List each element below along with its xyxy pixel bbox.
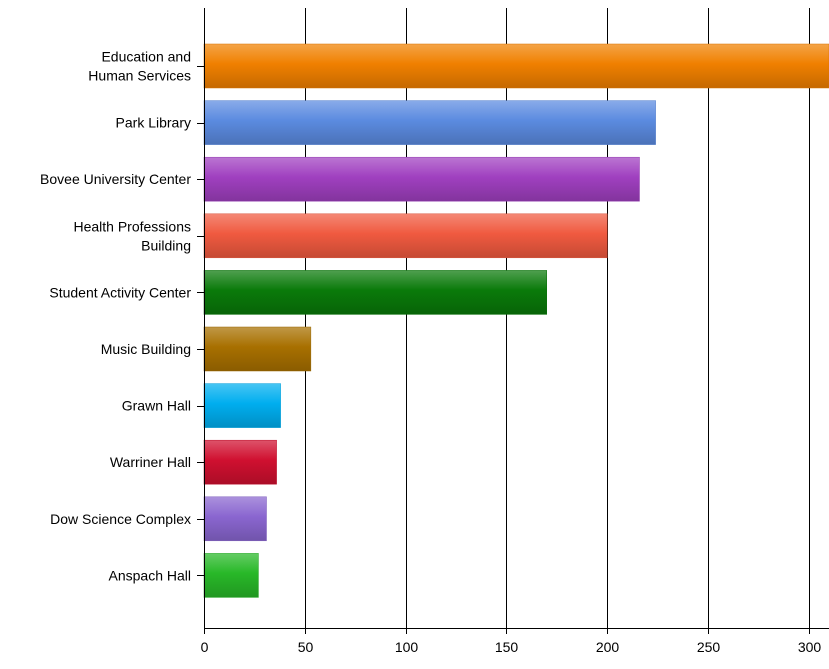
category-label-line: Music Building [101, 341, 191, 357]
category-label: Education and Human Services [88, 49, 191, 84]
category-labels: Education and Human Services Park Library B… [40, 49, 191, 584]
category-label: Warriner Hall [110, 454, 191, 470]
x-tick-labels: 0 50 100 150 200 250 300 [201, 639, 822, 655]
category-label-line: Dow Science Complex [50, 511, 191, 527]
category-label-line: Education and [101, 49, 191, 65]
category-label-line: Health Professions [73, 218, 191, 234]
bar[interactable] [203, 383, 281, 428]
category-label: Anspach Hall [109, 567, 192, 583]
bar[interactable] [203, 156, 640, 202]
x-tick-label: 0 [201, 639, 209, 655]
bar[interactable] [203, 496, 267, 542]
bar[interactable] [203, 270, 547, 315]
bar[interactable] [203, 100, 656, 145]
bar[interactable] [203, 439, 277, 485]
x-tick-label: 250 [697, 639, 721, 655]
category-label: Dow Science Complex [50, 511, 191, 527]
bar[interactable] [203, 553, 259, 598]
x-tick-label: 200 [596, 639, 620, 655]
axes [197, 8, 829, 634]
x-tick-label: 50 [298, 639, 314, 655]
category-label-line: Human Services [88, 68, 191, 84]
bar[interactable] [203, 213, 608, 259]
category-label-line: Grawn Hall [122, 398, 191, 414]
x-tick-label: 100 [395, 639, 419, 655]
category-label-line: Anspach Hall [109, 567, 192, 583]
x-tick-label: 300 [798, 639, 822, 655]
category-label: Grawn Hall [122, 398, 191, 414]
category-label-line: Park Library [116, 115, 191, 131]
category-label: Health Professions Building [73, 218, 191, 253]
category-label: Park Library [116, 115, 191, 131]
category-label: Music Building [101, 341, 191, 357]
category-label: Bovee University Center [40, 171, 191, 187]
category-label-line: Bovee University Center [40, 171, 191, 187]
bar[interactable] [203, 43, 829, 89]
bar[interactable] [203, 326, 312, 372]
bars [203, 43, 829, 598]
category-label: Student Activity Center [49, 284, 191, 300]
category-label-line: Building [141, 237, 191, 253]
category-label-line: Student Activity Center [49, 284, 191, 300]
x-tick-label: 150 [495, 639, 519, 655]
category-label-line: Warriner Hall [110, 454, 191, 470]
